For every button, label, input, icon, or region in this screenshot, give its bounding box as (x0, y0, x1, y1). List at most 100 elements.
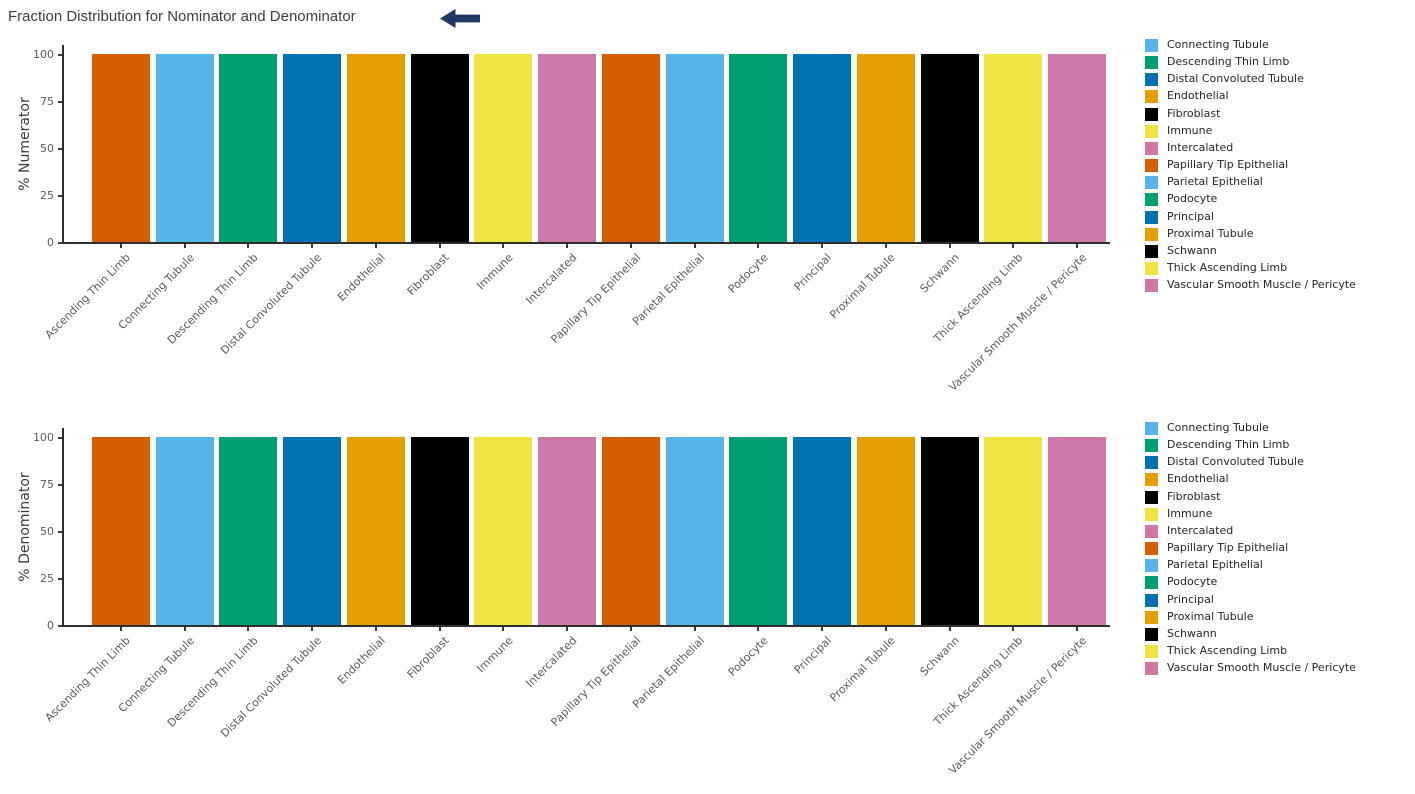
x-tick-mark (183, 627, 186, 631)
x-tick-mark (374, 244, 377, 248)
legend-label: Distal Convoluted Tubule (1167, 72, 1304, 86)
bar-ascending-thin-limb (91, 54, 150, 242)
legend-swatch-fibroblast (1145, 490, 1158, 504)
x-tick-mark (438, 244, 441, 248)
x-tick-label: Proximal Tubule (827, 251, 899, 322)
legend-swatch-schwann (1145, 627, 1158, 641)
legend-label: Vascular Smooth Muscle / Pericyte (1167, 661, 1356, 675)
bar-connecting-tubule (155, 54, 214, 242)
legend-label: Schwann (1167, 626, 1217, 640)
y-tick-mark (58, 54, 62, 56)
legend-swatch-principal (1145, 210, 1158, 224)
bar-endothelial (346, 54, 405, 242)
legend-label: Proximal Tubule (1167, 609, 1254, 623)
bar-papillary-tip-epithelial (601, 54, 660, 242)
legend-label: Podocyte (1167, 575, 1218, 589)
x-tick-label: Immune (474, 634, 516, 676)
x-tick-mark (502, 244, 505, 248)
bar-schwann (920, 437, 979, 625)
bar-vascular-smooth-muscle-pericyte (1048, 437, 1107, 625)
y-axis-line (62, 45, 64, 244)
bar-papillary-tip-epithelial (601, 437, 660, 625)
bar-schwann (920, 54, 979, 242)
x-tick-mark (374, 627, 377, 631)
x-tick-mark (311, 244, 314, 248)
x-tick-mark (247, 627, 250, 631)
legend-swatch-immune (1145, 507, 1158, 521)
y-tick-label: 25 (40, 572, 54, 585)
bar-distal-convoluted-tubule (283, 437, 342, 625)
legend-swatch-distal-convoluted-tubule (1145, 456, 1158, 470)
legend-swatch-proximal-tubule (1145, 227, 1158, 241)
legend-swatch-vascular-smooth-muscle-pericyte (1145, 662, 1158, 676)
x-tick-mark (119, 244, 122, 248)
x-tick-mark (183, 244, 186, 248)
y-tick-mark (58, 437, 62, 439)
legend-swatch-schwann (1145, 244, 1158, 258)
bar-immune (474, 437, 533, 625)
bar-ascending-thin-limb (91, 437, 150, 625)
x-tick-label: Immune (474, 251, 516, 293)
y-tick-label: 100 (33, 48, 54, 61)
legend-swatch-endothelial (1145, 473, 1158, 487)
x-tick-label: Parietal Epithelial (629, 251, 707, 328)
bar-proximal-tubule (856, 54, 915, 242)
legend-label: Schwann (1167, 243, 1217, 257)
legend-swatch-podocyte (1145, 193, 1158, 207)
bar-podocyte (729, 54, 788, 242)
legend-swatch-proximal-tubule (1145, 610, 1158, 624)
x-tick-label: Principal (791, 634, 835, 677)
legend-label: Descending Thin Limb (1167, 438, 1290, 452)
x-tick-label: Proximal Tubule (827, 634, 899, 705)
bar-endothelial (346, 437, 405, 625)
x-tick-label: Fibroblast (404, 634, 452, 681)
legend-label: Proximal Tubule (1167, 226, 1254, 240)
legend-swatch-connecting-tubule (1145, 39, 1158, 52)
x-tick-label: Ascending Thin Limb (42, 251, 134, 342)
legend-swatch-immune (1145, 124, 1158, 138)
page-title: Fraction Distribution for Nominator and … (8, 8, 356, 25)
legend-label: Connecting Tubule (1167, 38, 1269, 51)
bar-intercalated (538, 54, 597, 242)
bar-fibroblast (410, 437, 469, 625)
y-tick-label: 75 (40, 478, 54, 491)
x-tick-mark (693, 244, 696, 248)
y-tick-label: 100 (33, 431, 54, 444)
legend-swatch-thick-ascending-limb (1145, 261, 1158, 275)
x-tick-label: Principal (791, 251, 835, 294)
legend-swatch-fibroblast (1145, 107, 1158, 121)
bar-principal (793, 437, 852, 625)
legend-swatch-principal (1145, 593, 1158, 607)
legend-label: Thick Ascending Limb (1167, 643, 1288, 657)
x-tick-label: Endothelial (335, 251, 389, 304)
x-tick-label: Vascular Smooth Muscle / Pericyte (946, 251, 1090, 394)
x-axis-line (62, 625, 1110, 627)
y-axis-title: % Denominator (17, 471, 33, 582)
y-axis-title: % Numerator (17, 96, 33, 191)
x-tick-mark (884, 627, 887, 631)
x-tick-mark (1012, 627, 1015, 631)
legend-swatch-endothelial (1145, 90, 1158, 104)
x-tick-label: Podocyte (725, 634, 771, 679)
x-tick-mark (629, 627, 632, 631)
bar-vascular-smooth-muscle-pericyte (1048, 54, 1107, 242)
legend-swatch-thick-ascending-limb (1145, 644, 1158, 658)
legend-label: Immune (1167, 123, 1213, 137)
bar-parietal-epithelial (665, 54, 724, 242)
y-tick-label: 25 (40, 189, 54, 202)
legend-swatch-connecting-tubule (1145, 422, 1158, 435)
legend-label: Podocyte (1167, 192, 1218, 206)
x-tick-mark (948, 244, 951, 248)
x-tick-mark (311, 627, 314, 631)
bar-fibroblast (410, 54, 469, 242)
legend-label: Endothelial (1167, 472, 1229, 486)
y-tick-label: 0 (47, 619, 54, 632)
x-tick-mark (757, 244, 760, 248)
x-tick-mark (948, 627, 951, 631)
left-arrow-shape (440, 9, 480, 28)
legend-swatch-descending-thin-limb (1145, 56, 1158, 70)
x-axis-line (62, 242, 1110, 244)
legend-label: Distal Convoluted Tubule (1167, 455, 1304, 469)
x-tick-label: Endothelial (335, 634, 389, 687)
